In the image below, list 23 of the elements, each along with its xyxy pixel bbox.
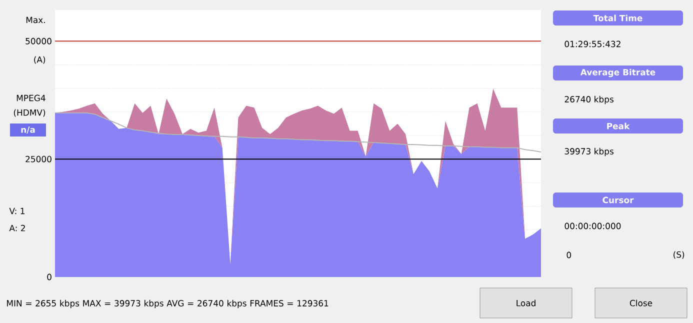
text: Max. — [26, 16, 45, 24]
text: 39973 kbps — [564, 148, 614, 156]
y-tick-label: 0 — [47, 274, 52, 280]
text: A: 2 — [9, 224, 25, 232]
text: 01:29:55:432 — [564, 40, 620, 48]
text: Peak — [607, 122, 630, 130]
text: Average Bitrate — [580, 68, 656, 78]
text: Close — [630, 300, 652, 306]
text: V: 1 — [9, 208, 24, 214]
y-tick-label: 25000 — [26, 156, 52, 162]
text: Total Time — [593, 14, 642, 22]
text: MPEG4 — [16, 94, 46, 102]
text: (HDMV) — [14, 109, 46, 117]
text: MIN = 2655 kbps MAX = 39973 kbps AVG = 26740 kbps FRAMES = 129361 — [7, 300, 328, 308]
text: Cursor — [602, 196, 634, 204]
text: (A) — [34, 56, 46, 64]
text: Load — [516, 300, 536, 306]
y-tick-label: 50000 — [26, 38, 52, 44]
text: (S) — [674, 251, 684, 259]
text: 26740 kbps — [564, 96, 614, 104]
text: 00:00:00:000 — [564, 222, 621, 230]
text: 0 — [566, 252, 572, 258]
text: n/a — [21, 126, 35, 134]
